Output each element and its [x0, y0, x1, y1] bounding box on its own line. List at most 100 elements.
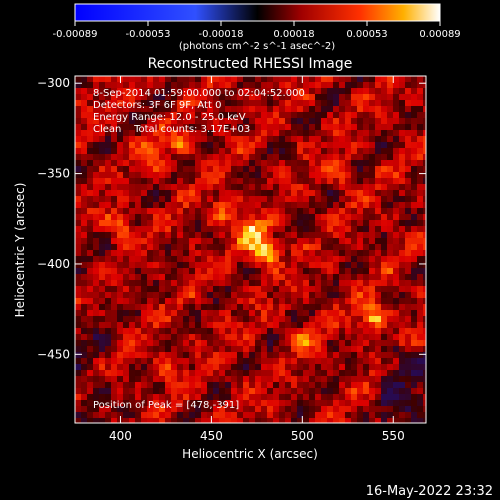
heatmap-cell: [111, 262, 117, 268]
heatmap-cell: [87, 226, 93, 232]
heatmap-cell: [141, 178, 147, 184]
heatmap-cell: [261, 256, 267, 262]
heatmap-cell: [261, 286, 267, 292]
heatmap-cell: [327, 190, 333, 196]
heatmap-cell: [75, 364, 81, 370]
heatmap-cell: [111, 100, 117, 106]
heatmap-cell: [117, 226, 123, 232]
heatmap-cell: [135, 184, 141, 190]
heatmap-cell: [405, 118, 411, 124]
heatmap-cell: [393, 376, 399, 382]
heatmap-cell: [327, 328, 333, 334]
heatmap-cell: [75, 196, 81, 202]
heatmap-cell: [111, 94, 117, 100]
heatmap-cell: [399, 334, 405, 340]
heatmap-cell: [249, 202, 255, 208]
heatmap-cell: [423, 190, 426, 196]
heatmap-cell: [183, 244, 189, 250]
heatmap-cell: [339, 268, 345, 274]
heatmap-cell: [381, 178, 387, 184]
heatmap-cell: [393, 274, 399, 280]
heatmap-cell: [345, 172, 351, 178]
heatmap-cell: [93, 208, 99, 214]
heatmap-cell: [417, 214, 423, 220]
heatmap-cell: [327, 94, 333, 100]
heatmap-cell: [231, 190, 237, 196]
heatmap-cell: [363, 286, 369, 292]
heatmap-cell: [165, 322, 171, 328]
heatmap-cell: [315, 76, 321, 82]
heatmap-cell: [249, 256, 255, 262]
heatmap-cell: [243, 418, 249, 423]
heatmap-cell: [327, 154, 333, 160]
heatmap-cell: [99, 328, 105, 334]
heatmap-cell: [123, 340, 129, 346]
heatmap-cell: [279, 376, 285, 382]
heatmap-cell: [273, 238, 279, 244]
heatmap-cell: [285, 256, 291, 262]
heatmap-cell: [153, 124, 159, 130]
heatmap-cell: [171, 418, 177, 423]
heatmap-cell: [75, 76, 81, 82]
heatmap-cell: [105, 112, 111, 118]
heatmap-cell: [285, 412, 291, 418]
heatmap-cell: [165, 382, 171, 388]
heatmap-cell: [417, 88, 423, 94]
heatmap-cell: [375, 418, 381, 423]
heatmap-cell: [321, 208, 327, 214]
heatmap-cell: [255, 346, 261, 352]
heatmap-cell: [81, 112, 87, 118]
heatmap-cell: [147, 376, 153, 382]
heatmap-cell: [159, 358, 165, 364]
heatmap-cell: [165, 376, 171, 382]
heatmap-cell: [255, 352, 261, 358]
heatmap-cell: [351, 190, 357, 196]
heatmap-cell: [153, 274, 159, 280]
heatmap-cell: [303, 286, 309, 292]
heatmap-cell: [87, 106, 93, 112]
heatmap-cell: [141, 286, 147, 292]
heatmap-cell: [93, 340, 99, 346]
heatmap-cell: [417, 166, 423, 172]
heatmap-cell: [345, 100, 351, 106]
heatmap-cell: [153, 136, 159, 142]
heatmap-cell: [375, 190, 381, 196]
heatmap-cell: [111, 124, 117, 130]
heatmap-cell: [111, 412, 117, 418]
heatmap-cell: [147, 232, 153, 238]
heatmap-cell: [381, 334, 387, 340]
heatmap-cell: [279, 412, 285, 418]
heatmap-cell: [309, 94, 315, 100]
heatmap-cell: [207, 226, 213, 232]
heatmap-cell: [177, 232, 183, 238]
heatmap-cell: [237, 94, 243, 100]
heatmap-cell: [417, 412, 423, 418]
heatmap-cell: [177, 292, 183, 298]
heatmap-cell: [279, 292, 285, 298]
heatmap-cell: [123, 418, 129, 423]
heatmap-cell: [399, 304, 405, 310]
heatmap-cell: [225, 202, 231, 208]
heatmap-cell: [171, 340, 177, 346]
heatmap-cell: [231, 94, 237, 100]
heatmap-cell: [399, 418, 405, 423]
heatmap-cell: [249, 292, 255, 298]
heatmap-cell: [159, 292, 165, 298]
heatmap-cell: [327, 160, 333, 166]
heatmap-cell: [369, 370, 375, 376]
heatmap-cell: [171, 220, 177, 226]
heatmap-cell: [333, 172, 339, 178]
heatmap-cell: [111, 118, 117, 124]
heatmap-cell: [183, 118, 189, 124]
heatmap-cell: [303, 412, 309, 418]
heatmap-cell: [297, 244, 303, 250]
heatmap-cell: [147, 226, 153, 232]
heatmap-cell: [213, 94, 219, 100]
heatmap-cell: [159, 400, 165, 406]
heatmap-cell: [405, 160, 411, 166]
heatmap-cell: [171, 208, 177, 214]
heatmap-cell: [189, 310, 195, 316]
heatmap-cell: [363, 220, 369, 226]
heatmap-cell: [231, 208, 237, 214]
heatmap-cell: [135, 274, 141, 280]
